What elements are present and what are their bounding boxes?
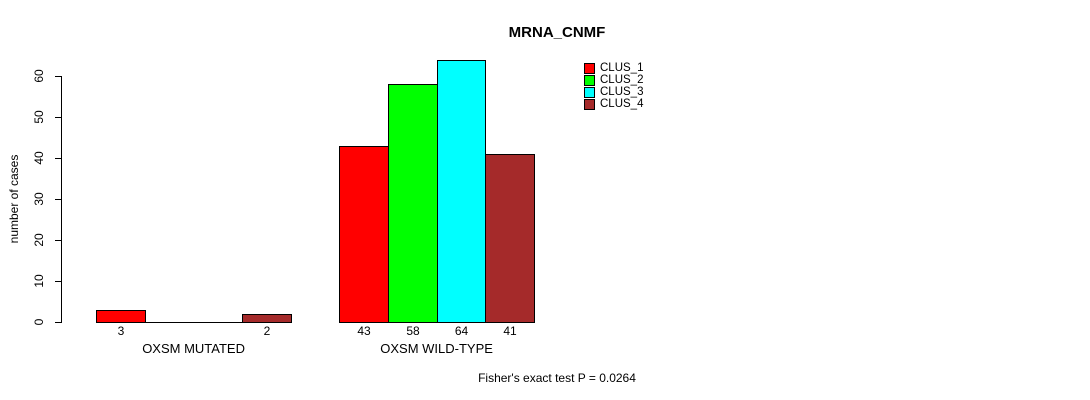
legend-swatch	[584, 62, 595, 74]
legend-item: CLUS_1	[584, 62, 643, 74]
y-tick-label: 30	[32, 192, 46, 206]
bar-value-label: 2	[263, 324, 271, 338]
y-tick-mark	[55, 199, 61, 200]
bar	[339, 146, 389, 323]
y-axis-title: number of cases	[7, 154, 21, 244]
bar	[485, 154, 535, 323]
y-tick-mark	[55, 158, 61, 159]
legend-item: CLUS_3	[584, 86, 643, 98]
y-tick-mark	[55, 240, 61, 241]
category-label: OXSM WILD-TYPE	[380, 341, 493, 356]
y-tick-mark	[55, 322, 61, 323]
legend-swatch	[584, 98, 595, 110]
bar	[242, 314, 292, 323]
bar	[437, 60, 486, 323]
legend-label: CLUS_3	[600, 86, 644, 98]
legend-label: CLUS_1	[600, 62, 644, 74]
y-tick-label: 60	[32, 69, 46, 83]
bar	[388, 84, 438, 323]
y-tick-label: 40	[32, 151, 46, 165]
y-tick-label: 0	[32, 318, 46, 326]
y-tick-label: 50	[32, 110, 46, 124]
bar-value-label: 41	[503, 324, 517, 338]
category-label: OXSM MUTATED	[142, 341, 245, 356]
chart-title: MRNA_CNMF	[508, 24, 606, 41]
legend-swatch	[584, 74, 595, 86]
bar-value-label: 3	[117, 324, 125, 338]
legend-label: CLUS_4	[600, 98, 644, 110]
y-axis-line	[61, 76, 62, 323]
y-tick-label: 10	[32, 274, 46, 288]
bar	[96, 310, 146, 323]
y-tick-mark	[55, 117, 61, 118]
bar-value-label: 64	[454, 324, 469, 338]
legend-item: CLUS_2	[584, 74, 643, 86]
legend: CLUS_1 CLUS_2 CLUS_3 CLUS_4	[584, 62, 643, 110]
legend-item: CLUS_4	[584, 98, 643, 110]
y-tick-mark	[55, 281, 61, 282]
y-tick-label: 20	[32, 233, 46, 247]
bar-value-label: 58	[406, 324, 420, 338]
group-baseline	[96, 322, 292, 323]
bar-value-label: 43	[357, 324, 371, 338]
legend-swatch	[584, 86, 595, 98]
y-tick-mark	[55, 76, 61, 77]
legend-label: CLUS_2	[600, 74, 644, 86]
fisher-test-annotation: Fisher's exact test P = 0.0264	[478, 371, 636, 385]
